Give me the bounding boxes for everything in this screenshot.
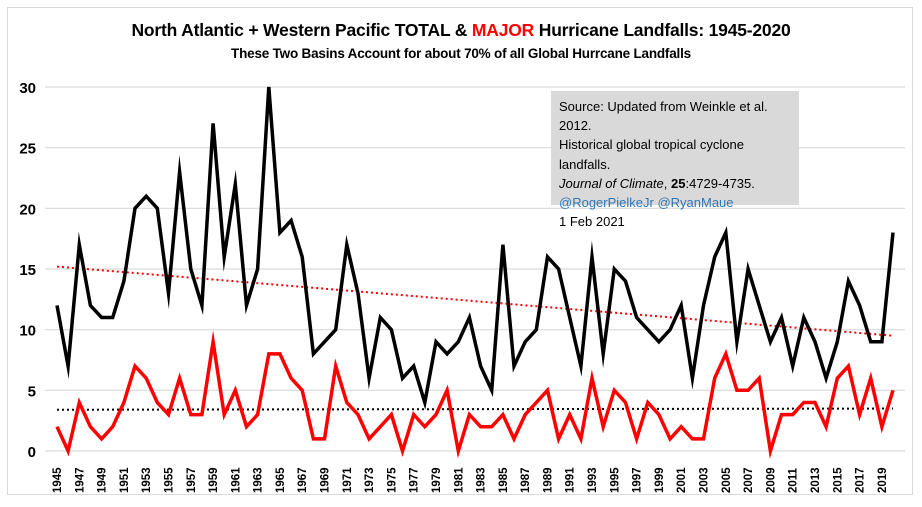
source-date: 1 Feb 2021: [559, 214, 625, 230]
y-tick-label: 15: [19, 262, 36, 279]
title-prefix: North Atlantic + Western Pacific TOTAL &: [131, 20, 472, 40]
x-tick-label: 1993: [587, 467, 599, 493]
x-tick-label: 1987: [520, 467, 532, 493]
title-major-highlight: MAJOR: [471, 20, 535, 40]
y-tick-label: 25: [19, 141, 36, 158]
journal-name: Journal of Climate: [559, 175, 664, 191]
x-tick-label: 2013: [810, 467, 822, 493]
x-tick-label: 2001: [676, 467, 688, 493]
total-hurricane-landfalls-line: [55, 86, 895, 410]
x-tick-label: 2017: [855, 467, 867, 493]
x-tick-label: 1947: [74, 467, 86, 493]
y-tick-label: 0: [28, 444, 36, 461]
y-tick-label: 5: [28, 383, 36, 400]
source-line-2: Historical global tropical cyclone landf…: [559, 137, 744, 172]
x-tick-label: 1945: [52, 467, 64, 493]
major-trend-line: [56, 407, 894, 411]
x-tick-label: 1983: [476, 467, 488, 493]
x-tick-label: 1989: [542, 467, 554, 493]
chart-frame: [7, 7, 913, 495]
chart-subtitle: These Two Basins Account for about 70% o…: [231, 46, 691, 61]
chart-title: North Atlantic + Western Pacific TOTAL &…: [0, 20, 922, 41]
trendlines: [56, 265, 894, 411]
separator: ,: [663, 175, 672, 191]
x-tick-label: 1959: [208, 467, 220, 493]
x-tick-label: 1973: [364, 467, 376, 493]
source-line-1: Source: Updated from Weinkle et al. 2012…: [559, 99, 768, 134]
x-tick-label: 1991: [565, 467, 577, 493]
x-tick-label: 1967: [297, 467, 309, 493]
x-tick-label: 1969: [320, 467, 332, 493]
x-tick-label: 1971: [342, 467, 354, 493]
x-tick-label: 1977: [409, 467, 421, 493]
x-tick-label: 1975: [386, 467, 398, 493]
x-tick-label: 1965: [275, 467, 287, 493]
x-tick-label: 1997: [632, 467, 644, 493]
series-lines: [55, 86, 895, 459]
x-tick-label: 2003: [699, 467, 711, 493]
x-tick-label: 1985: [498, 467, 510, 493]
title-suffix: Hurricane Landfalls: 1945-2020: [534, 20, 791, 40]
pages: :4729-4735.: [685, 175, 755, 191]
x-tick-label: 2015: [832, 467, 844, 493]
x-tick-label: 1955: [163, 467, 175, 493]
y-axis-ticks: 0 5 10 15 20 25 30: [19, 80, 36, 461]
x-tick-label: 2005: [721, 467, 733, 493]
x-tick-label: 1995: [609, 467, 621, 493]
x-axis-ticks: 1945 1947 1949 1951 1953 1955 1957 1959 1961 1963…: [52, 467, 889, 493]
y-tick-label: 10: [19, 323, 36, 340]
twitter-handles[interactable]: @RogerPielkeJr @RyanMaue: [559, 195, 734, 211]
x-tick-label: 1949: [97, 467, 109, 493]
x-tick-label: 1999: [654, 467, 666, 493]
x-tick-label: 1957: [186, 467, 198, 493]
x-tick-label: 2007: [743, 467, 755, 493]
major-hurricane-landfalls-line: [55, 330, 895, 459]
x-tick-label: 2009: [765, 467, 777, 493]
total-trend-line: [56, 265, 894, 337]
y-tick-label: 20: [19, 201, 36, 218]
x-tick-label: 1979: [431, 467, 443, 493]
x-tick-label: 2011: [788, 467, 800, 493]
x-tick-label: 1951: [119, 467, 131, 493]
volume: 25: [671, 175, 686, 191]
x-tick-label: 1953: [141, 467, 153, 493]
x-tick-label: 2019: [877, 467, 889, 493]
x-tick-label: 1963: [253, 467, 265, 493]
source-annotation: Source: Updated from Weinkle et al. 2012…: [551, 91, 799, 229]
source-line-3: Journal of Climate, 25:4729-4735.: [559, 174, 791, 193]
x-tick-label: 1961: [230, 467, 242, 493]
x-tick-label: 1981: [453, 467, 465, 493]
y-tick-label: 30: [19, 80, 36, 97]
